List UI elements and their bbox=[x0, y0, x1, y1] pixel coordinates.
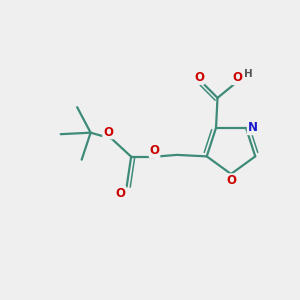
Text: O: O bbox=[194, 71, 204, 84]
Text: O: O bbox=[116, 187, 126, 200]
Text: O: O bbox=[103, 126, 113, 139]
Text: H: H bbox=[244, 69, 253, 79]
Text: O: O bbox=[232, 71, 242, 84]
Text: O: O bbox=[149, 144, 160, 157]
Text: O: O bbox=[226, 174, 236, 187]
Text: N: N bbox=[248, 122, 258, 134]
